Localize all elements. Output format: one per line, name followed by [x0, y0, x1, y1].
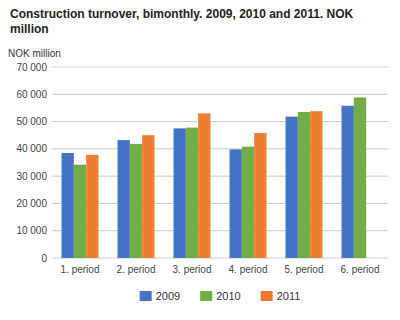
grid-line — [52, 203, 388, 204]
grid — [52, 67, 388, 258]
bar — [286, 117, 298, 258]
legend-label: 2010 — [216, 290, 240, 302]
legend-label: 2011 — [277, 290, 301, 302]
background — [0, 0, 400, 320]
legend-swatch — [200, 291, 212, 301]
bar — [230, 149, 242, 258]
legend-item: 2010 — [200, 290, 240, 302]
bar — [342, 106, 354, 258]
y-tick-label: 10 000 — [16, 225, 47, 236]
bar — [174, 128, 186, 258]
grid-line — [52, 148, 388, 149]
x-tick-label: 5. period — [285, 264, 324, 275]
y-tick-label: 60 000 — [16, 89, 47, 100]
y-tick-label: 70 000 — [16, 62, 47, 73]
x-tick-label: 6. period — [341, 264, 380, 275]
grid-line — [52, 94, 388, 95]
x-tick-label: 3. period — [173, 264, 212, 275]
bar — [242, 147, 254, 258]
x-tick-label: 4. period — [229, 264, 268, 275]
bar — [118, 140, 130, 258]
y-tick-label: 40 000 — [16, 143, 47, 154]
bar — [62, 153, 74, 258]
title: Construction turnover, bimonthly. 2009, … — [10, 7, 354, 36]
bar — [74, 165, 86, 258]
bar — [186, 128, 198, 258]
y-axis-label: NOK million — [8, 48, 61, 59]
legend-swatch — [261, 291, 273, 301]
bar — [198, 113, 210, 258]
grid-line — [52, 67, 388, 68]
x-tick-label: 1. period — [61, 264, 100, 275]
bar — [298, 112, 310, 258]
bars — [62, 98, 367, 258]
legend: 2009 2010 2011 — [140, 290, 301, 302]
bar — [130, 144, 142, 258]
y-tick-label: 20 000 — [16, 198, 47, 209]
bar — [142, 135, 154, 258]
legend-item: 2009 — [140, 290, 180, 302]
legend-item: 2011 — [261, 290, 301, 302]
chart: Construction turnover, bimonthly. 2009, … — [0, 0, 400, 320]
grid-line — [52, 121, 388, 122]
bar — [254, 133, 266, 258]
bar — [310, 111, 322, 258]
y-tick-label: 30 000 — [16, 171, 47, 182]
bar — [354, 98, 366, 258]
x-tick-label: 2. period — [117, 264, 156, 275]
grid-line — [52, 258, 388, 259]
grid-line — [52, 176, 388, 177]
bar — [86, 155, 98, 258]
legend-swatch — [140, 291, 152, 301]
grid-line — [52, 230, 388, 231]
y-tick-label: 50 000 — [16, 116, 47, 127]
legend-label: 2009 — [156, 290, 180, 302]
y-tick-label: 0 — [41, 253, 47, 264]
